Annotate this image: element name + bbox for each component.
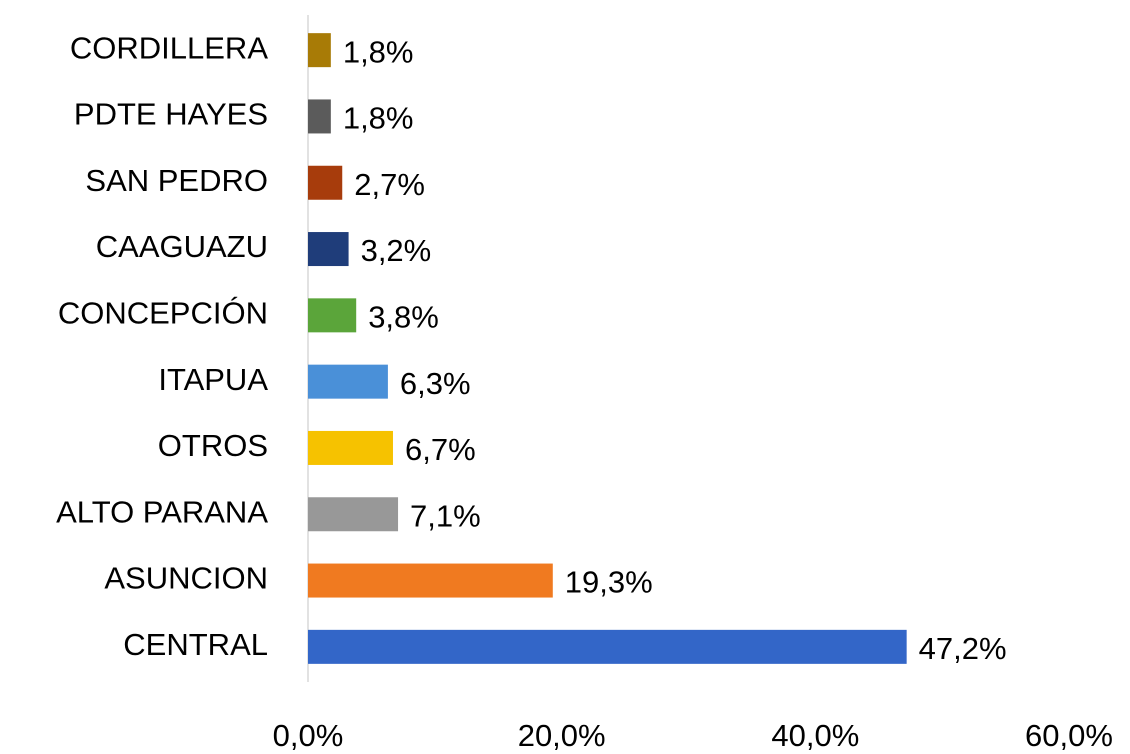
data-label: 2,7% (354, 167, 425, 202)
data-label: 3,8% (368, 300, 439, 335)
bar (308, 232, 349, 267)
bar (308, 430, 393, 465)
y-tick-label: ASUNCION (104, 561, 268, 596)
y-tick-label: CENTRAL (123, 627, 268, 662)
bar (308, 33, 331, 68)
data-label: 3,2% (361, 233, 432, 268)
data-label: 7,1% (410, 498, 481, 533)
y-tick-label: CAAGUAZU (96, 229, 268, 264)
y-tick-label: CORDILLERA (70, 30, 268, 65)
data-label: 6,7% (405, 432, 476, 467)
x-tick-label: 60,0% (1025, 718, 1113, 753)
y-tick-label: ALTO PARANA (56, 494, 268, 529)
bar (308, 298, 357, 333)
data-label: 19,3% (565, 565, 653, 600)
bar (308, 165, 343, 200)
bar (308, 497, 399, 532)
y-tick-label: SAN PEDRO (85, 163, 268, 198)
bar (308, 364, 388, 399)
data-label: 1,8% (343, 34, 414, 69)
x-tick-label: 40,0% (771, 718, 859, 753)
bar (308, 99, 331, 134)
x-tick-label: 0,0% (273, 718, 344, 753)
data-label: 1,8% (343, 101, 414, 136)
bar (308, 563, 553, 598)
y-tick-label: OTROS (158, 428, 268, 463)
y-tick-label: CONCEPCIÓN (58, 296, 268, 331)
y-tick-label: ITAPUA (158, 362, 268, 397)
y-tick-label: PDTE HAYES (74, 97, 268, 132)
x-tick-label: 20,0% (518, 718, 606, 753)
data-label: 6,3% (400, 366, 471, 401)
bar (308, 629, 907, 664)
data-label: 47,2% (919, 631, 1007, 666)
